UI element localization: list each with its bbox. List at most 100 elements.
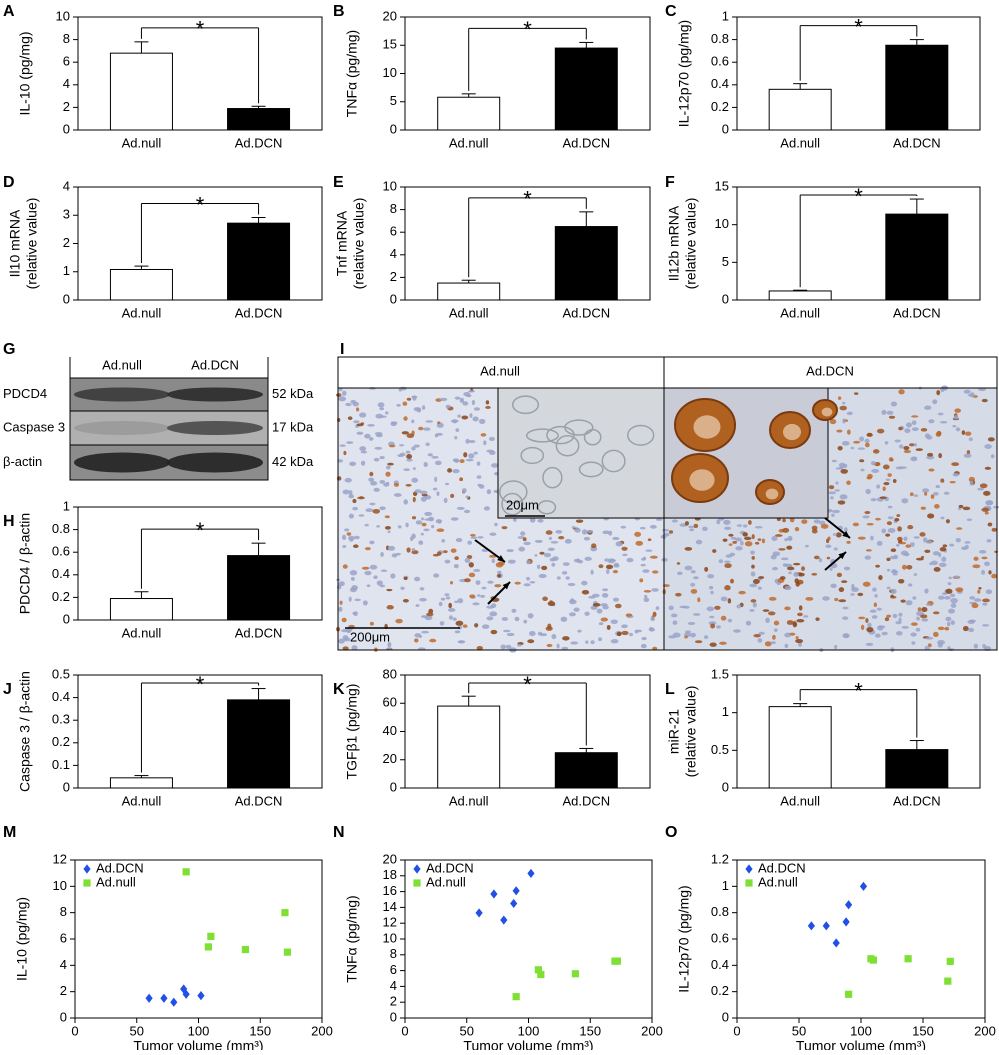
nucleus [818, 558, 823, 563]
plot-frame [736, 186, 981, 301]
stained-cell [942, 544, 948, 548]
y-tick-label: 15 [383, 37, 397, 52]
stained-cell [747, 520, 752, 525]
nucleus [724, 526, 732, 530]
nucleus [892, 573, 898, 576]
nucleus [967, 393, 975, 397]
y-axis-label: IL-10 (pg/mg) [14, 897, 30, 981]
stained-cell [668, 530, 674, 534]
stained-cell [361, 566, 370, 570]
y-tick-label: 0.3 [52, 712, 70, 727]
stained-cell [858, 616, 866, 620]
nucleus [864, 555, 871, 560]
stained-cell [905, 544, 911, 548]
stained-cell [411, 516, 417, 520]
bar [885, 44, 949, 131]
stained-cell [421, 493, 428, 497]
stained-cell [866, 522, 874, 526]
stained-cell [903, 446, 910, 451]
nucleus [351, 645, 358, 651]
stained-cell [875, 564, 880, 568]
x-tick-label: Ad.DCN [235, 793, 283, 808]
bar [109, 598, 173, 621]
nucleus [483, 506, 490, 511]
nucleus [640, 643, 647, 649]
stained-cell [981, 398, 988, 403]
nucleus [390, 421, 397, 427]
square-marker [283, 948, 292, 956]
nucleus [978, 549, 987, 554]
nucleus [431, 524, 435, 529]
nucleus [851, 583, 855, 589]
nucleus [602, 588, 609, 592]
nucleus [364, 523, 369, 527]
stained-cell [866, 626, 874, 633]
nucleus [476, 461, 481, 466]
nucleus [896, 543, 900, 547]
nucleus [534, 554, 538, 557]
stained-cell [738, 590, 746, 595]
stained-cell [979, 483, 988, 489]
nucleus [639, 526, 646, 530]
nucleus [736, 604, 742, 609]
nucleus [461, 488, 467, 493]
nucleus [413, 444, 420, 448]
nucleus [952, 424, 957, 428]
nucleus [391, 553, 398, 558]
nucleus [390, 573, 396, 579]
plot-frame [736, 16, 981, 131]
nucleus [943, 491, 950, 495]
group-label: Ad.null [480, 363, 520, 378]
stained-cell [886, 521, 892, 526]
nucleus [780, 557, 789, 561]
nucleus [734, 537, 742, 542]
nucleus [364, 570, 372, 576]
nucleus [984, 444, 992, 449]
nucleus [472, 416, 479, 422]
stained-cell [885, 533, 891, 537]
stained-cell [977, 589, 981, 594]
nucleus [908, 583, 913, 587]
x-tick-label: Ad.null [122, 305, 162, 320]
y-tick-label: 0.2 [52, 589, 70, 604]
y-tick-label: 0 [722, 121, 729, 136]
nucleus [393, 493, 402, 497]
nucleus [876, 607, 882, 611]
nucleus [476, 475, 482, 479]
square-marker [281, 909, 289, 917]
nucleus [477, 594, 481, 597]
nucleus [865, 642, 874, 646]
nucleus [784, 643, 789, 648]
stained-cell [879, 496, 887, 499]
nucleus [473, 451, 478, 455]
stained-cell [859, 459, 865, 463]
nucleus [687, 621, 696, 625]
stained-cell [459, 459, 465, 464]
bar [227, 555, 291, 621]
nucleus [651, 588, 659, 592]
inset-cell-core [765, 488, 779, 500]
stained-cell [546, 643, 553, 648]
stained-cell [591, 543, 597, 549]
nucleus [938, 595, 945, 600]
nucleus [723, 560, 731, 563]
stained-cell [988, 570, 992, 575]
y-tick-label: 2 [390, 994, 397, 1009]
nucleus [913, 573, 918, 576]
nucleus [922, 488, 930, 493]
stained-cell [962, 625, 969, 632]
blot-band [74, 421, 170, 435]
nucleus [984, 561, 990, 567]
nucleus [400, 586, 405, 590]
nucleus [573, 607, 580, 612]
nucleus [465, 458, 474, 462]
stained-cell [915, 448, 924, 451]
nucleus [650, 524, 657, 529]
nucleus [843, 463, 848, 468]
stained-cell [958, 504, 964, 509]
nucleus [754, 526, 763, 529]
nucleus [950, 603, 957, 609]
nucleus [602, 530, 610, 535]
stained-cell [490, 629, 498, 635]
stained-cell [356, 423, 364, 427]
